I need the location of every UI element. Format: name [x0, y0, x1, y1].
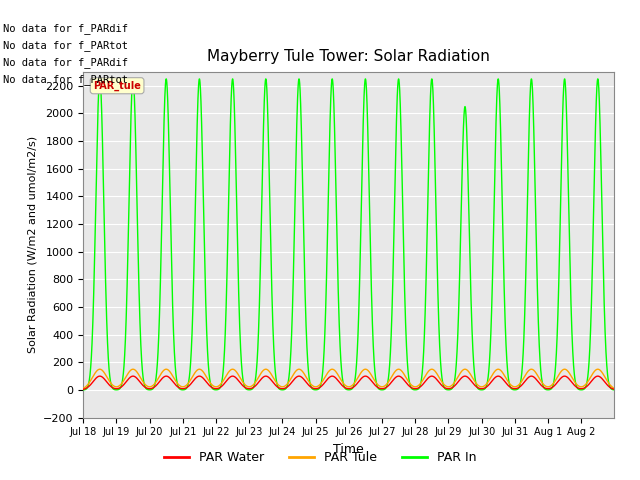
X-axis label: Time: Time: [333, 443, 364, 456]
Title: Mayberry Tule Tower: Solar Radiation: Mayberry Tule Tower: Solar Radiation: [207, 49, 490, 64]
Text: No data for f_PARdif: No data for f_PARdif: [3, 23, 128, 34]
Y-axis label: Solar Radiation (W/m2 and umol/m2/s): Solar Radiation (W/m2 and umol/m2/s): [28, 136, 37, 353]
Text: No data for f_PARtot: No data for f_PARtot: [3, 73, 128, 84]
Legend: PAR Water, PAR Tule, PAR In: PAR Water, PAR Tule, PAR In: [159, 446, 481, 469]
Text: PAR_tule: PAR_tule: [93, 81, 141, 91]
Text: No data for f_PARdif: No data for f_PARdif: [3, 57, 128, 68]
Text: No data for f_PARtot: No data for f_PARtot: [3, 40, 128, 51]
